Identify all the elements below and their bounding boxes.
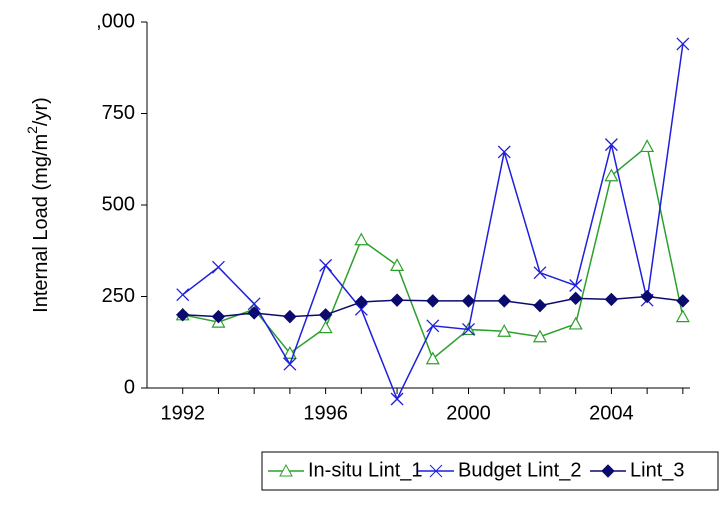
legend-label: Budget Lint_2 <box>458 459 581 481</box>
y-label-text: Internal Load (mg/m <box>30 134 52 313</box>
y-tick-label: 250 <box>102 285 135 307</box>
y-tick-label: ,000 <box>96 10 135 32</box>
point <box>390 392 404 406</box>
point <box>568 316 583 330</box>
x-tick-label: 1992 <box>160 402 205 424</box>
point <box>640 289 654 304</box>
point <box>532 329 547 343</box>
point <box>426 294 440 308</box>
point <box>211 260 225 274</box>
point <box>318 320 333 334</box>
legend-marker <box>279 463 293 477</box>
y-label-sup: 2 <box>24 126 40 134</box>
point <box>283 357 297 371</box>
point <box>569 279 583 292</box>
point <box>497 294 511 308</box>
point <box>676 37 690 51</box>
y-tick-label: 0 <box>124 376 135 398</box>
point <box>211 309 226 324</box>
point <box>497 324 512 337</box>
point <box>533 298 547 313</box>
legend-label: In-situ Lint_1 <box>308 459 423 481</box>
point <box>461 294 476 308</box>
x-tick-label: 2000 <box>446 402 491 424</box>
series <box>175 139 690 365</box>
point <box>604 138 618 152</box>
point <box>319 258 333 272</box>
series-line <box>182 43 684 401</box>
y-axis-label: Internal Load (mg/m2/yr) <box>24 97 53 313</box>
legend-label: Lint_3 <box>630 459 685 481</box>
y-label-text: /yr) <box>30 97 52 126</box>
point <box>354 232 369 246</box>
point <box>604 168 619 182</box>
point <box>640 139 655 153</box>
point <box>247 306 261 320</box>
x-tick-label: 1996 <box>303 402 348 424</box>
point <box>462 322 475 336</box>
point <box>176 308 190 322</box>
x-tick-label: 2004 <box>589 402 634 424</box>
legend-box <box>261 451 719 491</box>
point <box>604 292 619 307</box>
point <box>318 308 333 322</box>
y-tick-label: 500 <box>102 193 135 215</box>
point <box>426 319 440 333</box>
point <box>354 295 369 309</box>
point <box>568 291 583 306</box>
y-tick-label: 750 <box>102 102 135 124</box>
point <box>425 351 440 365</box>
point <box>676 294 690 308</box>
point <box>354 302 368 316</box>
point <box>675 309 690 323</box>
point <box>533 266 547 280</box>
legend-marker <box>601 464 615 478</box>
series <box>176 289 690 324</box>
point <box>283 309 297 324</box>
point <box>390 293 404 307</box>
point <box>497 145 511 159</box>
legend-marker <box>429 464 443 478</box>
series <box>176 37 690 406</box>
point <box>247 297 261 311</box>
point <box>390 258 405 271</box>
point <box>176 288 190 302</box>
